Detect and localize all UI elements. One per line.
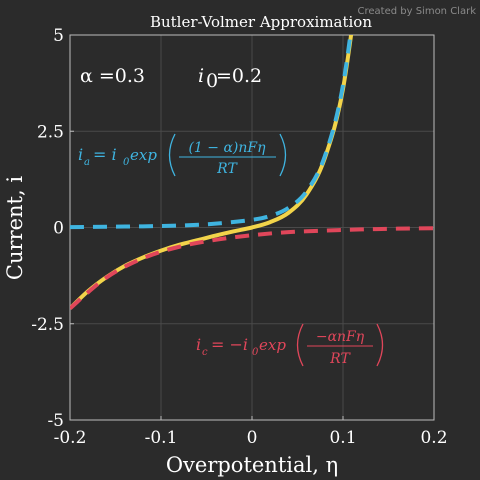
anodic-func: exp (130, 146, 157, 164)
anodic-current-line (70, 35, 353, 230)
cathodic-left-paren (296, 323, 304, 367)
series-group (70, 35, 434, 310)
y-tick-label: -5 (47, 411, 64, 431)
anodic-numerator: (1 − α)nFη (188, 140, 266, 156)
y-tick-label: -2.5 (31, 315, 64, 335)
anodic-rhs-sub: 0 (123, 157, 130, 168)
anodic-equation: i a = i 0 exp (1 − α)nFη RT (78, 133, 287, 177)
x-tick-label: -0.2 (54, 428, 87, 448)
x-tick-label: 0.1 (329, 428, 356, 448)
chart-title: Butler-Volmer Approximation (150, 13, 372, 31)
anodic-right-paren (279, 133, 287, 177)
alpha-parameter: α =0.3 (80, 65, 145, 87)
anodic-left-paren (168, 133, 176, 177)
ticks: -0.2 -0.1 0 0.1 0.2 -5 -2.5 0 2.5 5 (31, 26, 447, 448)
cathodic-denominator: RT (329, 351, 351, 367)
cathodic-rhs-prefix: = −i (211, 335, 248, 354)
cathodic-lhs: i (196, 335, 201, 354)
credit-text: Created by Simon Clark (358, 6, 477, 17)
x-tick-label: -0.1 (145, 428, 178, 448)
total-current-line (70, 35, 354, 310)
anodic-rhs-prefix: = i (93, 145, 117, 164)
x-tick-label: 0 (247, 428, 258, 448)
anodic-lhs: i (78, 145, 83, 164)
svg-text:0: 0 (206, 70, 218, 92)
anodic-denominator: RT (216, 161, 238, 177)
cathodic-equation: i c = −i 0 exp −αnFη RT (196, 323, 384, 367)
svg-text:i: i (198, 65, 204, 87)
cathodic-rhs-sub: 0 (252, 347, 259, 358)
y-tick-label: 0 (53, 219, 64, 239)
y-tick-label: 5 (53, 26, 64, 46)
anodic-lhs-sub: a (84, 157, 90, 168)
x-axis-label: Overpotential, η (166, 453, 338, 477)
cathodic-func: exp (259, 336, 286, 354)
cathodic-lhs-sub: c (202, 347, 208, 358)
y-axis-label: Current, i (3, 176, 27, 280)
x-tick-label: 0.2 (420, 428, 447, 448)
i0-parameter: i 0 =0.2 (198, 65, 262, 92)
y-tick-label: 2.5 (37, 122, 64, 142)
cathodic-right-paren (376, 323, 384, 367)
cathodic-current-line (70, 226, 434, 310)
i0-parameter-value: =0.2 (216, 65, 262, 87)
cathodic-numerator: −αnFη (316, 329, 365, 345)
